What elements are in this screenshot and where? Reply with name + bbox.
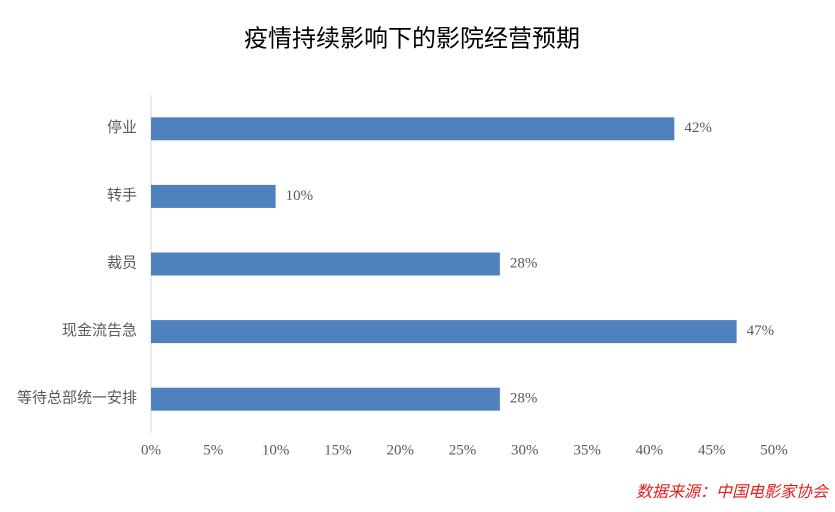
bar <box>151 252 500 276</box>
y-tick-label: 停业 <box>107 119 137 136</box>
x-tick-label: 50% <box>760 442 788 458</box>
x-tick-label: 5% <box>203 442 223 458</box>
x-tick-label: 40% <box>636 442 664 458</box>
x-tick-label: 15% <box>324 442 352 458</box>
x-tick-label: 45% <box>698 442 726 458</box>
x-tick-label: 30% <box>511 442 539 458</box>
y-tick-label: 等待总部统一安排 <box>17 389 137 407</box>
bar <box>151 320 737 344</box>
value-label: 28% <box>510 391 538 407</box>
source-note: 数据来源：中国电影家协会 <box>636 483 830 501</box>
value-label: 47% <box>747 323 775 339</box>
x-tick-label: 35% <box>573 442 601 458</box>
bar <box>151 184 276 208</box>
chart-title: 疫情持续影响下的影院经营预期 <box>244 25 580 52</box>
value-label: 42% <box>684 120 712 136</box>
y-tick-label: 现金流告急 <box>62 322 137 339</box>
bar <box>151 117 675 141</box>
value-label: 28% <box>510 255 538 271</box>
y-tick-label: 转手 <box>107 187 137 204</box>
x-tick-label: 10% <box>262 442 290 458</box>
x-tick-label: 20% <box>386 442 414 458</box>
x-tick-label: 0% <box>141 442 161 458</box>
bar <box>151 387 500 411</box>
x-tick-label: 25% <box>449 442 477 458</box>
value-label: 10% <box>286 188 314 204</box>
y-tick-label: 裁员 <box>107 254 137 271</box>
